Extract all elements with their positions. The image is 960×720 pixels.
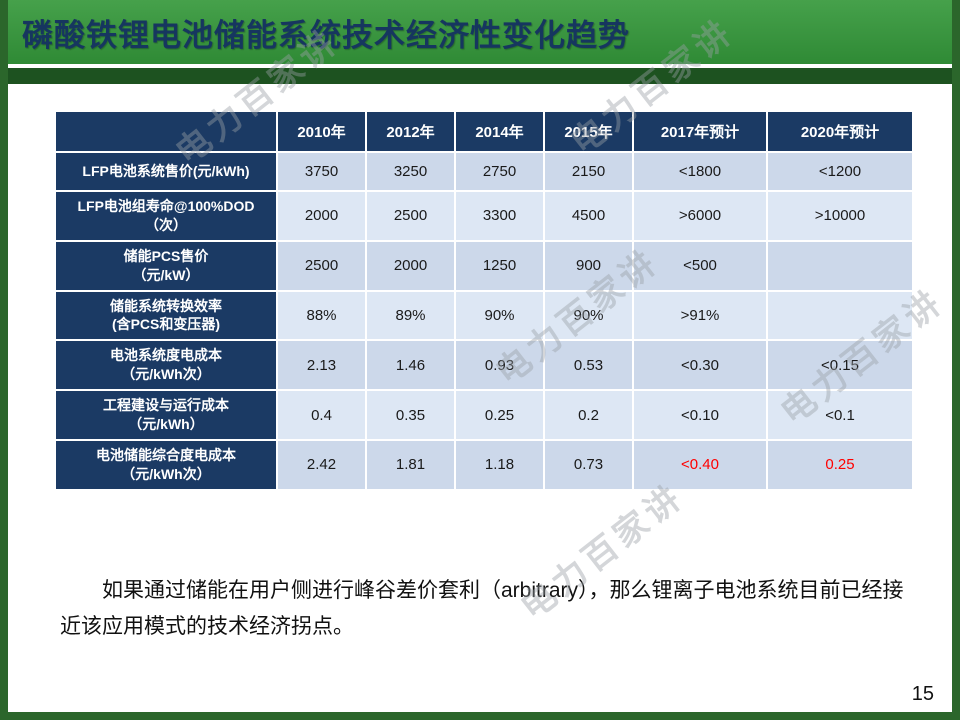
table-cell: 90% <box>454 289 545 342</box>
table-cell: 2.13 <box>276 339 367 392</box>
table-cell: 3750 <box>276 151 367 192</box>
table-cell: <0.40 <box>632 438 768 491</box>
row-header: LFP电池组寿命@100%DOD （次） <box>54 190 278 242</box>
table-cell: 88% <box>276 289 367 342</box>
table-cell: 0.93 <box>454 339 545 392</box>
page-title: 磷酸铁锂电池储能系统技术经济性变化趋势 <box>22 17 630 53</box>
row-header: LFP电池系统售价(元/kWh) <box>54 151 278 192</box>
table-cell: >91% <box>632 289 768 342</box>
body-paragraph: 如果通过储能在用户侧进行峰谷差价套利（arbitrary），那么锂离子电池系统目… <box>60 579 904 638</box>
table-cell: 2.42 <box>276 438 367 491</box>
table-cell: <0.15 <box>766 339 914 392</box>
table-row: 储能PCS售价 （元/kW） 2500 2000 1250 900 <500 <box>54 239 914 292</box>
table-cell: 0.73 <box>543 438 634 491</box>
table-row: LFP电池组寿命@100%DOD （次） 2000 2500 3300 4500 >600… <box>54 190 914 242</box>
table-cell <box>766 239 914 292</box>
column-header: 2015年 <box>543 110 634 153</box>
table-cell: 4500 <box>543 190 634 242</box>
table-row: LFP电池系统售价(元/kWh) 3750 3250 2750 2150 <1800 <12… <box>54 151 914 192</box>
table-cell: 2500 <box>276 239 367 292</box>
column-header: 2014年 <box>454 110 545 153</box>
table-cell: <1200 <box>766 151 914 192</box>
column-header: 2010年 <box>276 110 367 153</box>
table-cell: 1250 <box>454 239 545 292</box>
table-cell: >6000 <box>632 190 768 242</box>
table-cell: 0.25 <box>454 389 545 441</box>
table-cell: 1.18 <box>454 438 545 491</box>
title-underline <box>8 64 952 68</box>
table-cell: 3300 <box>454 190 545 242</box>
row-header: 储能PCS售价 （元/kW） <box>54 239 278 292</box>
table-cell: <0.10 <box>632 389 768 441</box>
table-cell: 1.81 <box>365 438 456 491</box>
table-cell: 0.2 <box>543 389 634 441</box>
title-strip <box>8 68 952 84</box>
table-cell: 0.25 <box>766 438 914 491</box>
column-header: 2012年 <box>365 110 456 153</box>
page-number: 15 <box>911 683 934 705</box>
corner-cell <box>54 110 278 153</box>
table-cell: 900 <box>543 239 634 292</box>
table-row: 工程建设与运行成本 （元/kWh） 0.4 0.35 0.25 0.2 <0.10 <0.1 <box>54 389 914 441</box>
table-row: 储能系统转换效率 (含PCS和变压器) 88% 89% 90% 90% >91% <box>54 289 914 342</box>
table-cell: 90% <box>543 289 634 342</box>
table-cell: 0.4 <box>276 389 367 441</box>
table-cell <box>766 289 914 342</box>
table-cell: 2000 <box>365 239 456 292</box>
column-header: 2017年预计 <box>632 110 768 153</box>
econ-table: 2010年 2012年 2014年 2015年 2017年预计 2020年预计 LFP电池系… <box>54 110 914 491</box>
column-header: 2020年预计 <box>766 110 914 153</box>
table-cell: <0.30 <box>632 339 768 392</box>
table-cell: <1800 <box>632 151 768 192</box>
table-cell: 2500 <box>365 190 456 242</box>
table-row: 电池系统度电成本 （元/kWh次） 2.13 1.46 0.93 0.53 <0.30 <0… <box>54 339 914 392</box>
table-cell: 3250 <box>365 151 456 192</box>
table-cell: 89% <box>365 289 456 342</box>
table-cell: 2750 <box>454 151 545 192</box>
table-cell: 2000 <box>276 190 367 242</box>
slide-title-bar: 磷酸铁锂电池储能系统技术经济性变化趋势 <box>8 0 952 64</box>
table-cell: 2150 <box>543 151 634 192</box>
row-header: 工程建设与运行成本 （元/kWh） <box>54 389 278 441</box>
table-header-row: 2010年 2012年 2014年 2015年 2017年预计 2020年预计 <box>54 110 914 153</box>
table-row: 电池储能综合度电成本 （元/kWh次） 2.42 1.81 1.18 0.73 <0.40… <box>54 438 914 491</box>
table-cell: <500 <box>632 239 768 292</box>
table-cell: 1.46 <box>365 339 456 392</box>
table-cell: 0.35 <box>365 389 456 441</box>
row-header: 储能系统转换效率 (含PCS和变压器) <box>54 289 278 342</box>
row-header: 电池储能综合度电成本 （元/kWh次） <box>54 438 278 491</box>
table-cell: 0.53 <box>543 339 634 392</box>
row-header: 电池系统度电成本 （元/kWh次） <box>54 339 278 392</box>
table-cell: >10000 <box>766 190 914 242</box>
table-cell: <0.1 <box>766 389 914 441</box>
